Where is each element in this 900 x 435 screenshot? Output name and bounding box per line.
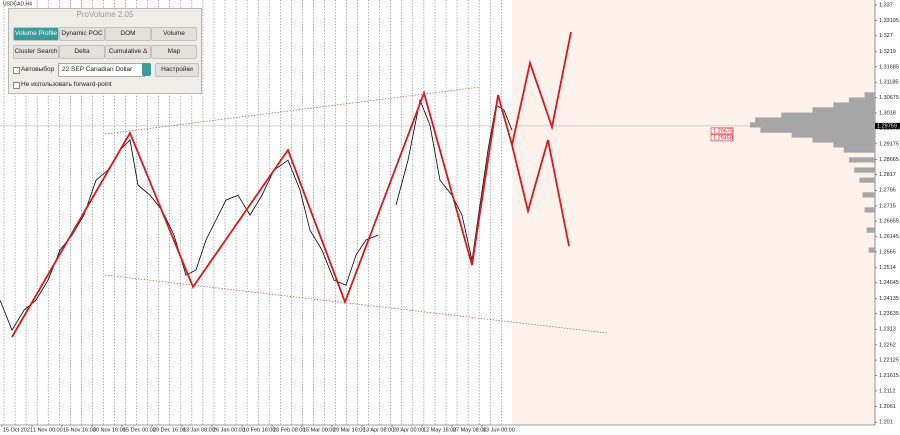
y-tick-label: 1.2715 (879, 203, 896, 209)
checkbox[interactable] (13, 67, 20, 74)
level-label: 1.29458 (713, 135, 733, 141)
y-tick-label: 1.2766 (879, 188, 896, 194)
x-tick-label: 29 Mar 16:00 (333, 427, 365, 433)
y-tick-label: 1.2112 (879, 388, 895, 394)
button[interactable]: Map (151, 45, 197, 59)
y-tick-label: 1.30675 (879, 95, 899, 101)
level-label: 1.29675 (713, 128, 733, 134)
button[interactable]: Volume (151, 27, 197, 41)
x-tick-label: 10 Feb 16:00 (243, 427, 275, 433)
volume-bar (781, 112, 875, 118)
x-tick-label: 30 Nov 16:00 (93, 427, 126, 433)
y-tick-label: 1.327 (879, 33, 893, 39)
x-tick-label: 28 Feb 08:00 (273, 427, 305, 433)
volume-bar (866, 227, 875, 233)
y-tick-label: 1.337 (879, 2, 893, 8)
y-tick-label: 1.2061 (879, 404, 896, 410)
current-price-label: 1.29759 (877, 123, 897, 129)
x-tick-label: 1 Nov 00:00 (33, 427, 63, 433)
dropdown-arrow[interactable] (142, 63, 151, 76)
y-tick-label: 1.2514 (879, 265, 896, 271)
y-tick-label: 1.2817 (879, 172, 896, 178)
y-tick-label: 1.3018 (879, 110, 896, 116)
y-tick-label: 1.29175 (879, 141, 899, 147)
volume-bar (859, 177, 875, 183)
y-tick-label: 1.26655 (879, 219, 899, 225)
volume-bar (812, 107, 875, 113)
checkbox[interactable] (13, 82, 20, 89)
y-tick-label: 1.24645 (879, 280, 899, 286)
volume-bar (833, 142, 875, 148)
auto-select-label: Автовыбор (21, 66, 55, 73)
y-tick-label: 1.31185 (879, 80, 898, 86)
volume-bar (812, 137, 875, 143)
x-tick-label: 28 Apr 00:00 (393, 427, 424, 433)
y-tick-label: 1.28665 (879, 157, 899, 163)
x-tick-label: 13 Apr 08:00 (363, 427, 394, 433)
button[interactable]: Cluster Search (13, 45, 59, 59)
y-tick-label: 1.31685 (879, 64, 899, 70)
volume-bar (760, 127, 875, 133)
forward-point-label: Не использовать forward-point (21, 81, 112, 88)
y-tick-label: 1.33195 (879, 18, 899, 24)
volume-bar (843, 147, 875, 153)
button[interactable]: Cumulative Δ (105, 45, 151, 59)
level-box (710, 127, 734, 135)
provolume-panel: ProVolume 2.05 Volume Profile Dynamic PO… (8, 8, 202, 94)
instrument-select[interactable]: 22 SEP Canadian Dollar (58, 63, 145, 77)
volume-bar (833, 102, 875, 108)
volume-bar (791, 132, 875, 138)
settings-button[interactable]: Настройки (155, 63, 199, 77)
x-tick-label: 15 Oct 2021 (3, 427, 33, 433)
zigzag (11, 90, 513, 338)
button[interactable]: Volume Profile (13, 27, 59, 41)
y-tick-label: 1.26145 (879, 234, 899, 240)
x-tick-label: 29 Dec 16:00 (153, 427, 186, 433)
future-area (512, 0, 875, 425)
channel-lower (104, 274, 608, 334)
x-tick-label: 15 Mar 00:00 (303, 427, 335, 433)
y-tick-label: 1.21615 (879, 373, 899, 379)
volume-bar (854, 167, 875, 173)
panel-title: ProVolume 2.05 (76, 10, 134, 19)
volume-bar (750, 122, 875, 128)
x-tick-label: 27 May 08:00 (453, 427, 486, 433)
x-tick-label: 13 Jun 00:00 (483, 427, 515, 433)
volume-bar (848, 97, 875, 103)
current-price-box (875, 122, 900, 129)
y-tick-label: 1.29675 (879, 126, 899, 132)
symbol: USDCAD,H4 (3, 1, 32, 7)
x-tick-label: 13 Jan 08:00 (183, 427, 215, 433)
y-tick-label: 1.201 (879, 420, 893, 426)
volume-bar (864, 207, 875, 213)
volume-bar (755, 117, 875, 123)
x-tick-label: 15 Dec 00:00 (123, 427, 156, 433)
forecast-down (511, 139, 570, 247)
y-tick-label: 1.23635 (879, 311, 899, 317)
y-tick-label: 1.2262 (879, 342, 896, 348)
volume-bar (868, 247, 875, 253)
y-tick-label: 1.2313 (879, 327, 896, 333)
y-tick-label: 1.3219 (879, 49, 896, 55)
volume-bar (862, 192, 875, 198)
volume-bar (864, 92, 875, 98)
x-tick-label: 12 May 16:00 (423, 427, 456, 433)
button[interactable]: DOM (105, 27, 151, 41)
forecast-up (511, 31, 572, 146)
x-tick-label: 26 Jan 00:00 (213, 427, 245, 433)
volume-bar (848, 157, 875, 163)
y-tick-label: 1.24135 (879, 296, 899, 302)
button[interactable]: Delta (59, 45, 105, 59)
button[interactable]: Dynamic POC (59, 27, 105, 41)
x-tick-label: 15 Nov 16:00 (63, 427, 96, 433)
y-tick-label: 1.22125 (879, 358, 899, 364)
level-box (710, 134, 734, 142)
y-tick-label: 1.2565 (879, 249, 896, 255)
